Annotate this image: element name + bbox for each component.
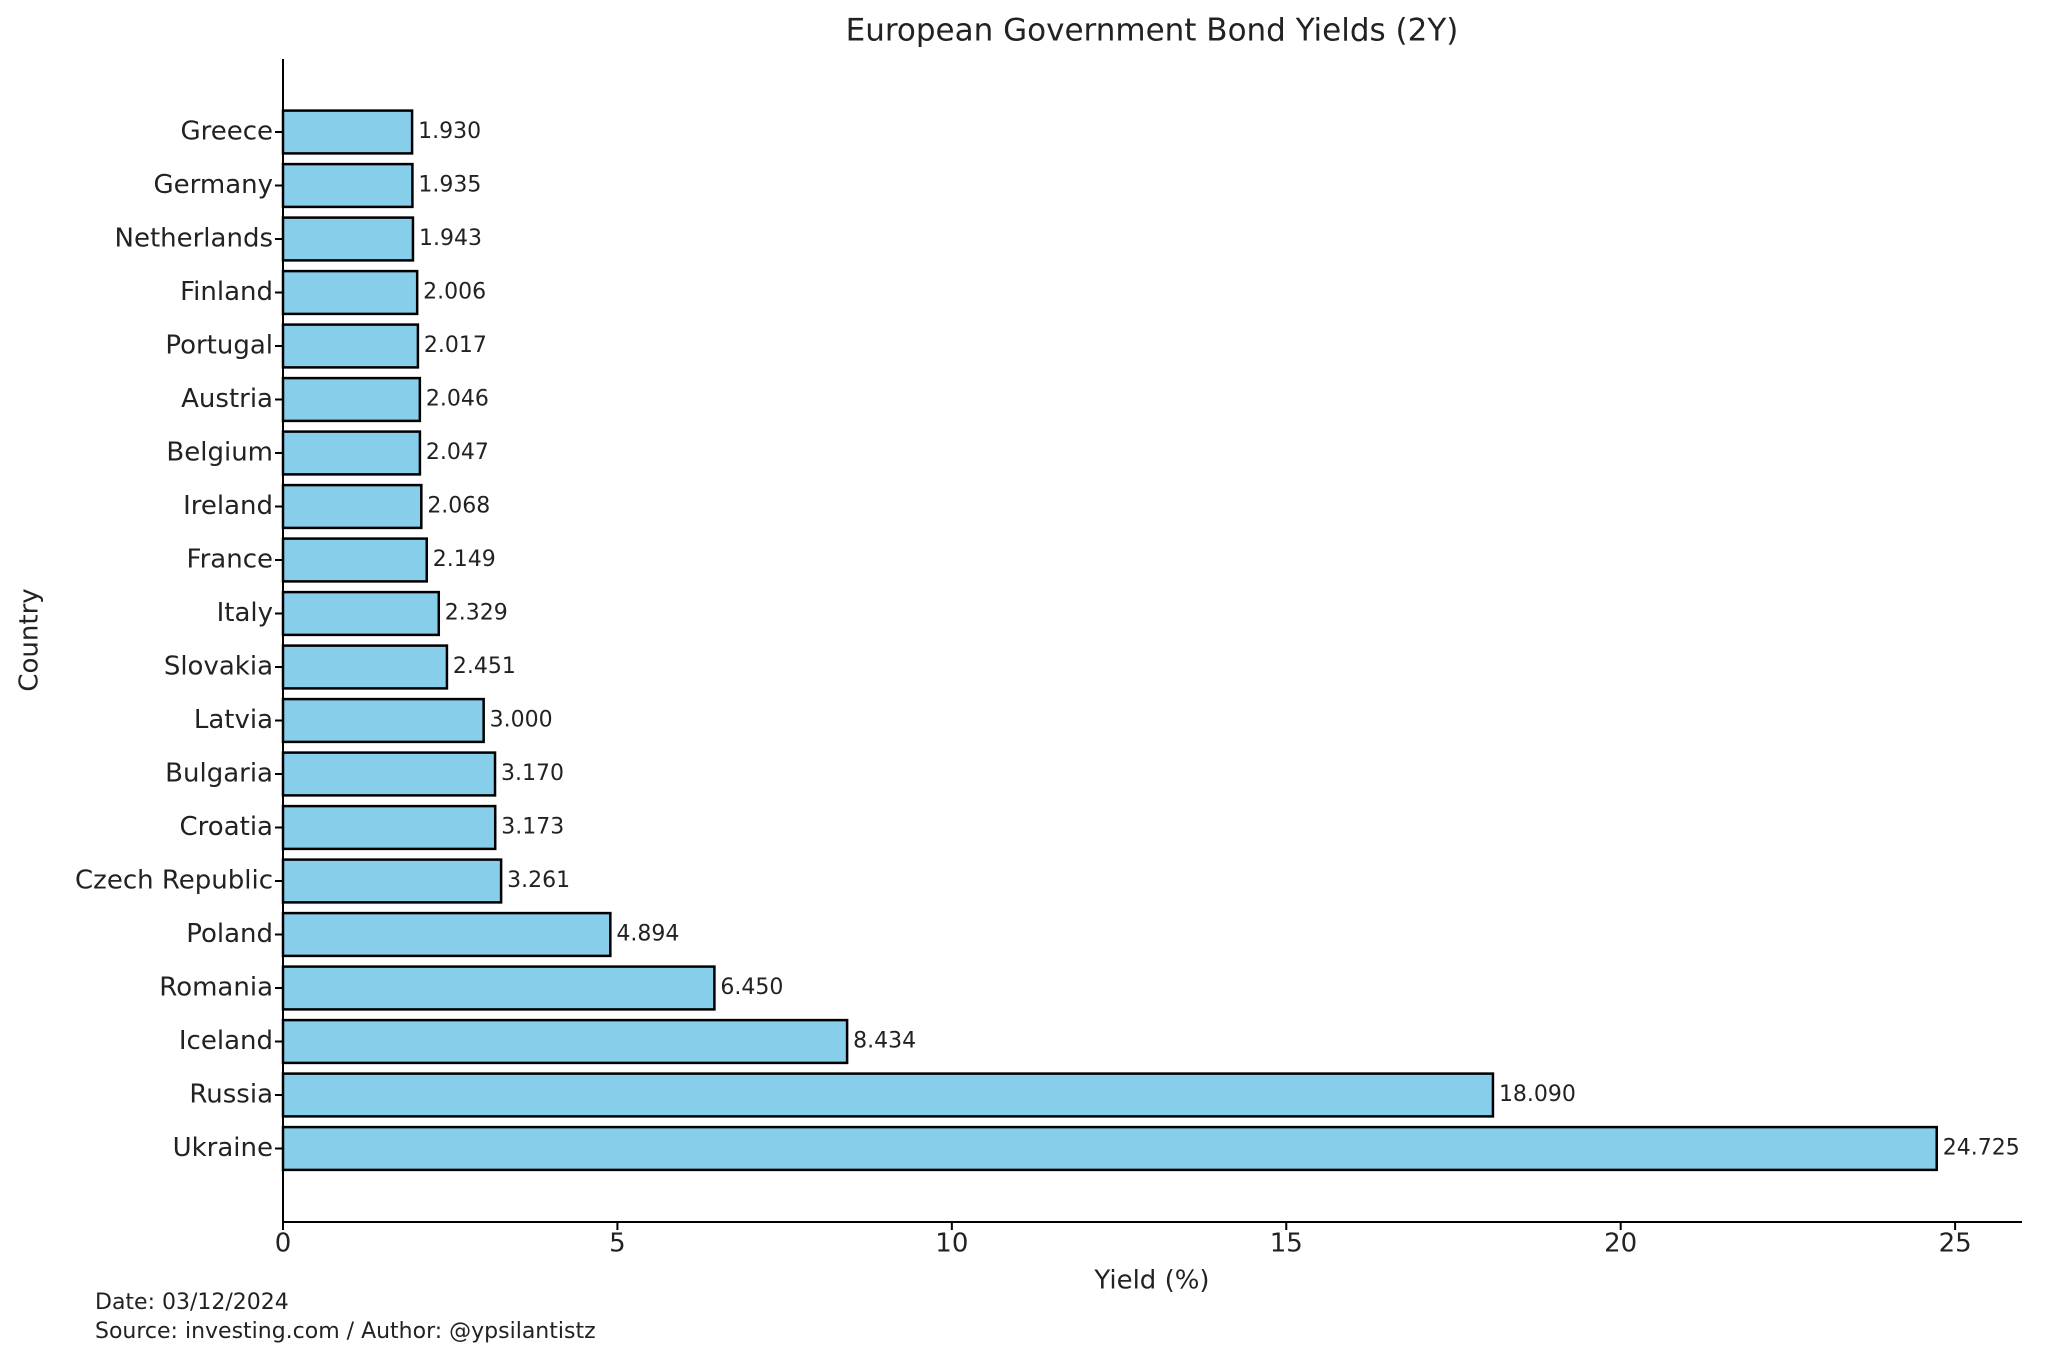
- y-tick-label: Ukraine: [173, 1133, 273, 1163]
- x-tick-label: 25: [1939, 1229, 1972, 1259]
- y-tick-label: France: [187, 545, 273, 575]
- value-label: 2.046: [426, 387, 489, 412]
- value-label: 3.000: [490, 708, 553, 733]
- value-label: 3.261: [507, 868, 570, 893]
- y-tick-label: Czech Republic: [75, 866, 273, 896]
- value-label: 3.173: [501, 815, 564, 840]
- y-tick-label: Germany: [153, 170, 273, 200]
- x-tick-label: 0: [275, 1229, 292, 1259]
- y-tick-label: Greece: [180, 117, 273, 147]
- x-tick-label: 10: [935, 1229, 968, 1259]
- y-tick-label: Latvia: [194, 705, 273, 735]
- bar: [281, 697, 485, 744]
- value-label: 2.329: [445, 601, 508, 626]
- y-tick-label: Bulgaria: [165, 759, 273, 789]
- value-label: 2.451: [453, 654, 516, 679]
- value-label: 4.894: [616, 922, 679, 947]
- x-tick-label: 20: [1604, 1229, 1637, 1259]
- bar: [281, 1125, 1938, 1172]
- y-tick-label: Iceland: [179, 1026, 273, 1056]
- y-tick-label: Netherlands: [115, 224, 274, 254]
- bar: [281, 376, 422, 423]
- y-tick-label: Austria: [181, 384, 273, 414]
- value-label: 3.170: [501, 761, 564, 786]
- value-label: 1.935: [418, 173, 481, 198]
- y-axis-label: Country: [15, 588, 45, 691]
- bar: [281, 644, 449, 690]
- y-tick-label: Croatia: [180, 812, 273, 842]
- bar: [281, 323, 420, 369]
- value-label: 8.434: [853, 1029, 916, 1054]
- y-tick-label: Romania: [159, 973, 273, 1003]
- value-label: 6.450: [720, 975, 783, 1000]
- y-tick-label: Russia: [189, 1080, 273, 1110]
- bar: [281, 109, 414, 155]
- y-tick-label: Ireland: [183, 491, 273, 521]
- value-label: 2.149: [433, 547, 496, 572]
- value-label: 18.090: [1499, 1082, 1576, 1107]
- date-note: Date: 03/12/2024: [95, 1290, 289, 1315]
- y-tick-label: Portugal: [165, 331, 273, 361]
- x-axis-label: Yield (%): [1093, 1266, 1209, 1296]
- bar: [281, 162, 414, 209]
- y-tick-label: Poland: [186, 919, 273, 949]
- bar: [281, 590, 441, 637]
- value-label: 2.068: [427, 494, 490, 519]
- bar: [281, 1072, 1495, 1118]
- bar: [281, 965, 716, 1011]
- bar: [281, 537, 428, 583]
- bar: [281, 911, 612, 958]
- x-tick-label: 5: [609, 1229, 626, 1259]
- y-tick-label: Italy: [217, 598, 273, 628]
- value-label: 24.725: [1943, 1136, 2020, 1161]
- y-tick-label: Slovakia: [164, 652, 273, 682]
- y-tick-label: Finland: [180, 277, 273, 307]
- bar: [281, 751, 497, 797]
- value-label: 2.047: [426, 440, 489, 465]
- value-label: 1.943: [419, 226, 482, 251]
- value-label: 2.006: [423, 280, 486, 305]
- bar: [281, 216, 415, 262]
- source-note: Source: investing.com / Author: @ypsilan…: [95, 1319, 596, 1344]
- bar: [281, 804, 497, 851]
- bar: [281, 430, 422, 476]
- bar: [281, 483, 423, 530]
- bar: [281, 858, 503, 904]
- bar: [281, 269, 419, 316]
- value-label: 2.017: [424, 333, 487, 358]
- bar: [281, 1018, 849, 1065]
- y-tick-label: Belgium: [166, 438, 273, 468]
- chart-title: European Government Bond Yields (2Y): [846, 13, 1459, 49]
- value-label: 1.930: [418, 119, 481, 144]
- x-tick-label: 15: [1270, 1229, 1303, 1259]
